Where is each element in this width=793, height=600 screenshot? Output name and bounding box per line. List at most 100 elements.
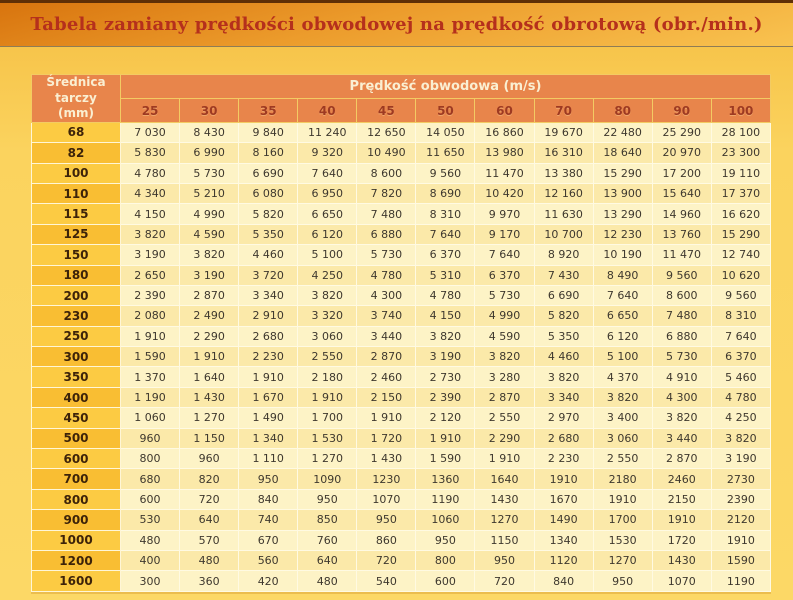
diameter-cell: 350: [31, 366, 121, 388]
value-cell: 13 760: [651, 223, 712, 246]
value-cell: 5 820: [238, 203, 299, 225]
value-cell: 3 340: [238, 284, 299, 307]
value-cell: 800: [119, 448, 181, 470]
value-cell: 670: [238, 529, 299, 551]
value-cell: 8 490: [592, 264, 653, 286]
value-cell: 3 820: [415, 325, 476, 348]
value-cell: 5 310: [415, 264, 476, 286]
value-cell: 11 470: [651, 244, 712, 266]
value-cell: 1 910: [179, 346, 240, 368]
value-cell: 1 910: [415, 427, 476, 450]
diameter-cell: 1200: [31, 549, 121, 572]
value-cell: 17 370: [710, 182, 772, 205]
value-cell: 4 460: [238, 244, 299, 266]
value-cell: 1230: [356, 468, 417, 490]
diameter-cell: 100: [31, 162, 121, 184]
value-cell: 720: [356, 549, 417, 572]
value-cell: 9 320: [297, 142, 358, 164]
speed-values-row: 25 30 35 40 45 50 60 70 80 90 100: [32, 98, 772, 123]
value-cell: 9 970: [474, 203, 535, 225]
value-cell: 2 650: [119, 264, 181, 286]
value-cell: 760: [297, 529, 358, 551]
value-cell: 5 730: [356, 244, 417, 266]
value-cell: 3 440: [356, 325, 417, 348]
value-cell: 3 060: [297, 325, 358, 348]
value-cell: 20 970: [651, 142, 712, 164]
value-cell: 4 990: [179, 203, 240, 225]
value-cell: 5 730: [651, 346, 712, 368]
speed-column-header: 80: [592, 98, 653, 123]
table-row: 230 2 080 2 490 2 910 3 320 3 740 4 150 4 990 5 …: [31, 305, 772, 327]
value-cell: 12 230: [592, 223, 653, 246]
value-cell: 2460: [651, 468, 712, 490]
value-cell: 1340: [533, 529, 594, 551]
value-cell: 3 060: [592, 427, 653, 450]
value-cell: 840: [238, 488, 299, 511]
value-cell: 950: [356, 509, 417, 531]
diameter-cell: 900: [31, 509, 121, 531]
value-cell: 11 470: [474, 162, 535, 184]
value-cell: 9 840: [238, 121, 299, 144]
speed-column-header: 50: [415, 98, 476, 123]
value-cell: 1 590: [415, 448, 476, 470]
value-cell: 8 690: [415, 182, 476, 205]
value-cell: 7 820: [356, 182, 417, 205]
value-cell: 13 900: [592, 182, 653, 205]
value-cell: 1 370: [119, 366, 181, 388]
value-cell: 1 270: [297, 448, 358, 470]
value-cell: 3 820: [474, 346, 535, 368]
value-cell: 4 460: [533, 346, 594, 368]
value-cell: 2120: [710, 509, 772, 531]
value-cell: 6 120: [297, 223, 358, 246]
table-row: 250 1 910 2 290 2 680 3 060 3 440 3 820 4 590 5 …: [31, 325, 772, 348]
value-cell: 6 650: [592, 305, 653, 327]
value-cell: 530: [119, 509, 181, 531]
table-row: 180 2 650 3 190 3 720 4 250 4 780 5 310 6 370 7 …: [31, 264, 772, 286]
value-cell: 1 670: [238, 386, 299, 409]
value-cell: 4 780: [119, 162, 181, 184]
diameter-cell: 180: [31, 264, 121, 286]
value-cell: 5 820: [533, 305, 594, 327]
value-cell: 15 640: [651, 182, 712, 205]
table-row: 200 2 390 2 870 3 340 3 820 4 300 4 780 5 730 6 …: [31, 284, 772, 307]
title-bar: Tabela zamiany prędkości obwodowej na pr…: [0, 0, 793, 47]
value-cell: 1 430: [179, 386, 240, 409]
value-cell: 5 350: [533, 325, 594, 348]
value-cell: 15 290: [710, 223, 772, 246]
table-row: 110 4 340 5 210 6 080 6 950 7 820 8 690 10 420 1…: [31, 182, 772, 205]
diameter-cell: 1600: [31, 570, 121, 592]
diameter-cell: 800: [31, 488, 121, 511]
value-cell: 28 100: [710, 121, 772, 144]
value-cell: 3 190: [179, 264, 240, 286]
table-row: 115 4 150 4 990 5 820 6 650 7 480 8 310 9 970 11…: [31, 203, 772, 225]
value-cell: 1670: [533, 488, 594, 511]
value-cell: 6 370: [474, 264, 535, 286]
diameter-cell: 450: [31, 407, 121, 429]
value-cell: 740: [238, 509, 299, 531]
value-cell: 1 190: [119, 386, 181, 409]
value-cell: 8 160: [238, 142, 299, 164]
value-cell: 4 910: [651, 366, 712, 388]
diameter-cell: 125: [31, 223, 121, 246]
value-cell: 1490: [533, 509, 594, 531]
table-row: 1200 400 480 560 640 720 800 950 1120 1270 1430 159…: [31, 549, 772, 572]
value-cell: 5 100: [592, 346, 653, 368]
value-cell: 2 870: [651, 448, 712, 470]
value-cell: 2730: [710, 468, 772, 490]
value-cell: 17 200: [651, 162, 712, 184]
conversion-table: Średnica tarczy (mm) Prędkość obwodowa (…: [31, 73, 772, 592]
value-cell: 1 590: [119, 346, 181, 368]
table-row: 450 1 060 1 270 1 490 1 700 1 910 2 120 2 550 2 …: [31, 407, 772, 429]
value-cell: 2 230: [533, 448, 594, 470]
value-cell: 12 740: [710, 244, 772, 266]
value-cell: 16 860: [474, 121, 535, 144]
value-cell: 13 380: [533, 162, 594, 184]
value-cell: 2 120: [415, 407, 476, 429]
table-row: 68 7 030 8 430 9 840 11 240 12 650 14 050 16 86…: [31, 121, 772, 144]
value-cell: 6 120: [592, 325, 653, 348]
value-cell: 950: [474, 549, 535, 572]
value-cell: 1360: [415, 468, 476, 490]
value-cell: 3 400: [592, 407, 653, 429]
table-row: 350 1 370 1 640 1 910 2 180 2 460 2 730 3 280 3 …: [31, 366, 772, 388]
value-cell: 2 550: [592, 448, 653, 470]
